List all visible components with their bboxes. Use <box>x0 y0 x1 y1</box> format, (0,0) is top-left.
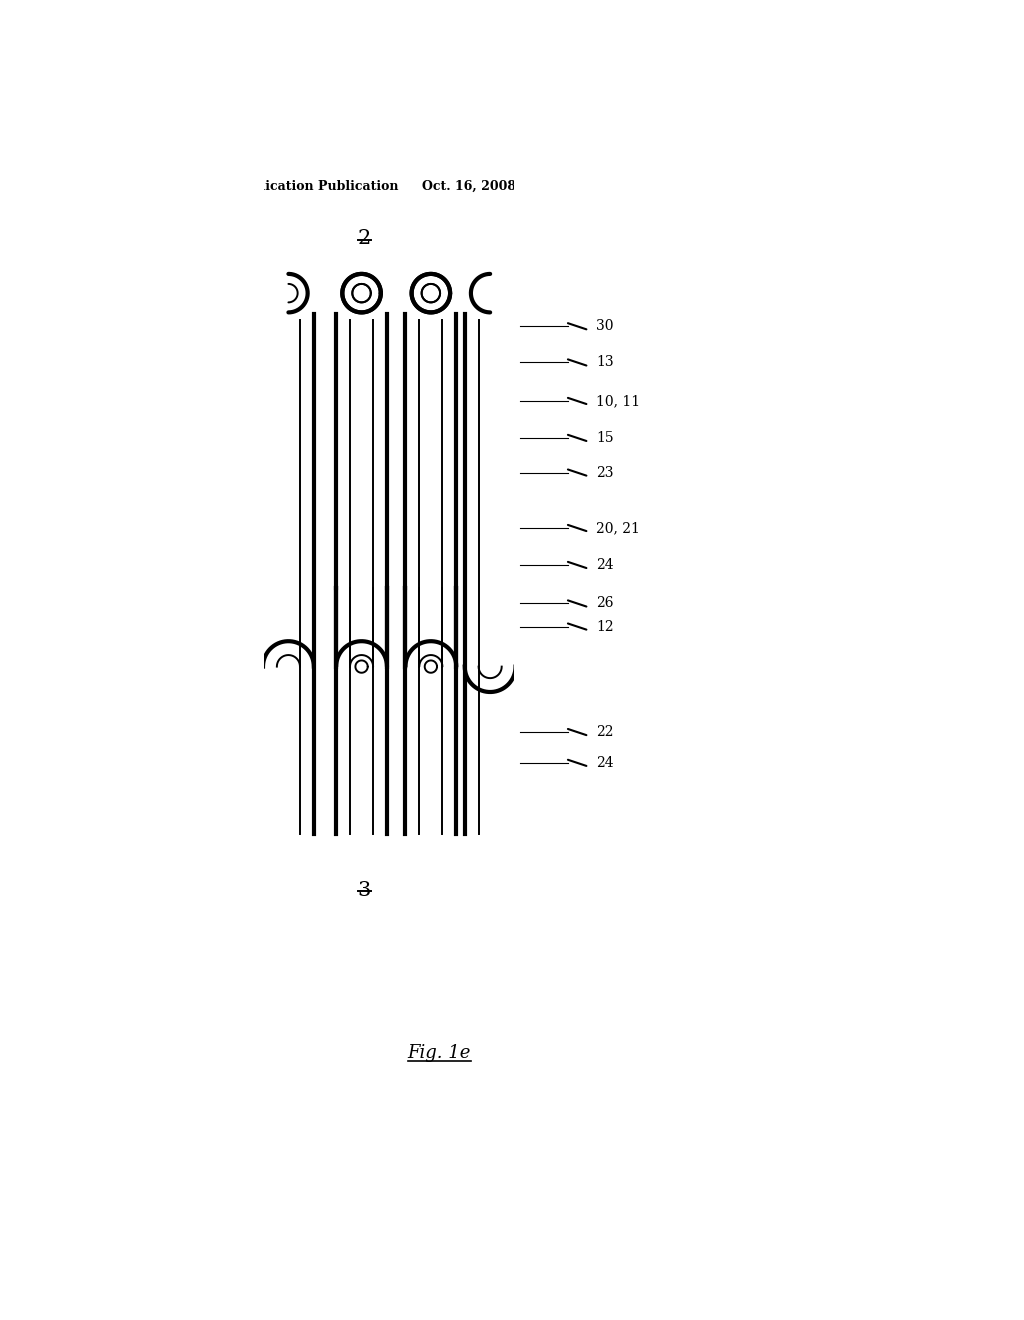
Bar <box>131 158 264 1175</box>
Circle shape <box>413 275 449 312</box>
Text: 22: 22 <box>596 725 614 739</box>
Text: 20, 21: 20, 21 <box>596 521 640 535</box>
Text: 3: 3 <box>357 880 371 900</box>
Text: 24: 24 <box>596 558 614 572</box>
Text: 13: 13 <box>596 355 614 370</box>
Text: 24: 24 <box>596 756 614 770</box>
Text: 30: 30 <box>596 319 614 333</box>
Text: Patent Application Publication: Patent Application Publication <box>183 180 398 193</box>
Text: 23: 23 <box>596 466 614 479</box>
Text: Fig. 1e: Fig. 1e <box>407 1044 470 1061</box>
Text: Oct. 16, 2008  Sheet 5 of 48: Oct. 16, 2008 Sheet 5 of 48 <box>422 180 617 193</box>
Text: US 2008/0255660 A1: US 2008/0255660 A1 <box>640 180 787 193</box>
Text: 2: 2 <box>357 230 371 248</box>
Text: 26: 26 <box>596 597 614 610</box>
Text: 15: 15 <box>596 430 614 445</box>
Text: 10, 11: 10, 11 <box>596 393 641 408</box>
Circle shape <box>343 275 380 312</box>
Text: 12: 12 <box>596 619 614 634</box>
